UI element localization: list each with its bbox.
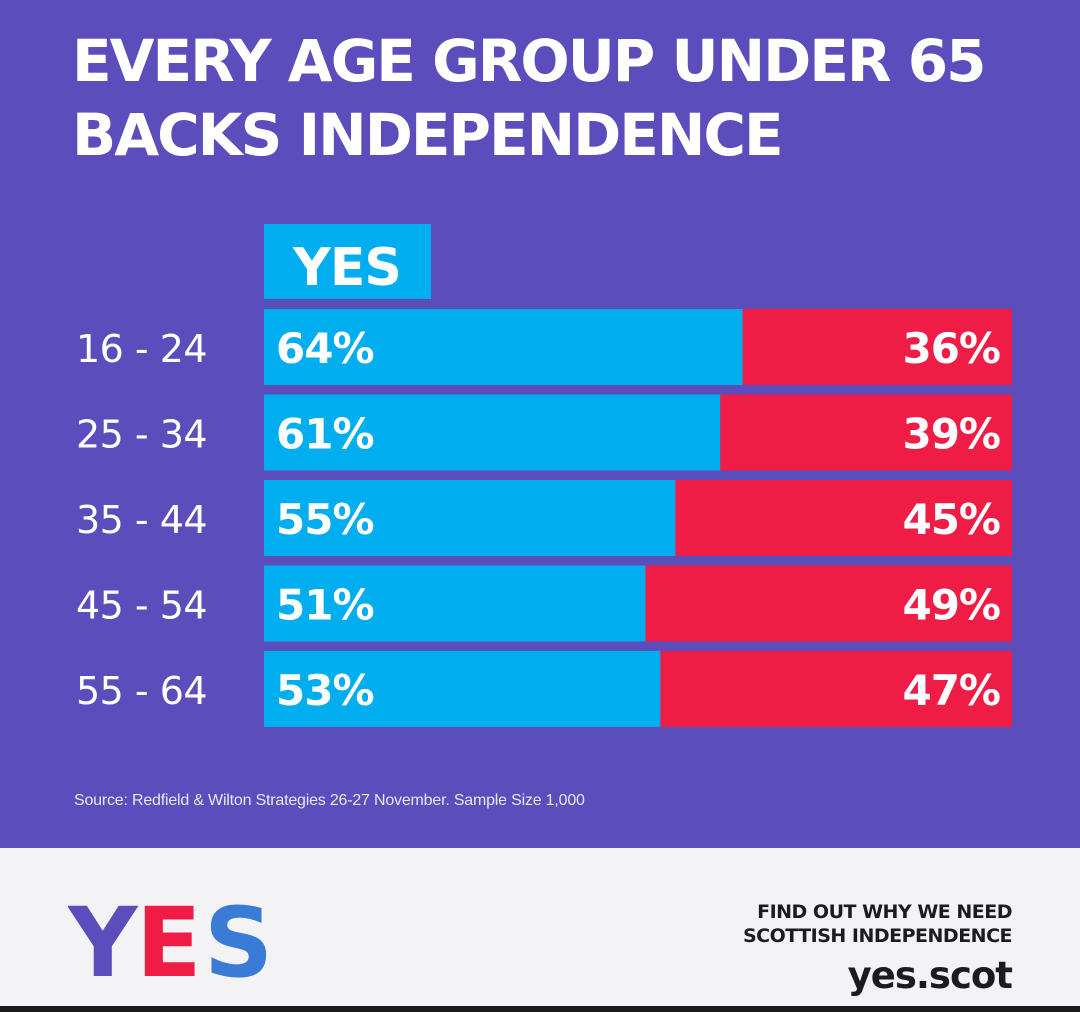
- category-label: 25 - 34: [76, 413, 207, 457]
- cta-line-2: SCOTTISH INDEPENDENCE: [742, 925, 1013, 947]
- bar-yes: [264, 565, 646, 642]
- category-label: 16 - 24: [76, 327, 207, 371]
- bar-no: [675, 480, 1012, 556]
- bar-yes: [264, 309, 743, 385]
- bar-no: [645, 565, 1012, 642]
- bar-no: [720, 394, 1012, 471]
- yes-value-label: 61%: [276, 410, 374, 459]
- no-value-label: 47%: [902, 666, 1000, 715]
- yes-logo: Y E S: [68, 892, 273, 988]
- legend-yes-label: YES: [292, 238, 401, 298]
- call-to-action: FIND OUT WHY WE NEED SCOTTISH INDEPENDEN…: [742, 900, 1013, 1000]
- bar-yes: [264, 651, 661, 727]
- website-link[interactable]: yes.scot: [847, 954, 1013, 997]
- logo-letter-y: Y: [68, 892, 139, 988]
- yes-value-label: 55%: [276, 495, 374, 544]
- cta-line-1: FIND OUT WHY WE NEED: [757, 901, 1012, 923]
- no-value-label: 45%: [902, 495, 1000, 544]
- bar-no: [742, 309, 1012, 385]
- logo-letter-e: E: [136, 892, 202, 988]
- no-value-label: 36%: [902, 324, 1000, 373]
- bar-yes: [264, 394, 721, 471]
- logo-letter-s: S: [204, 892, 273, 988]
- source-note: Source: Redfield & Wilton Strategies 26-…: [74, 792, 585, 809]
- yes-value-label: 53%: [276, 666, 374, 715]
- headline: EVERY AGE GROUP UNDER 65 BACKS INDEPENDE…: [72, 27, 986, 169]
- bar-no: [660, 651, 1012, 727]
- legend-yes-box: [264, 224, 431, 299]
- stacked-bar-chart: YES 16 - 24 64% 36% 25 - 34 61% 39% 35 - 44 55% 4…: [76, 224, 1012, 727]
- category-label: 55 - 64: [76, 669, 207, 713]
- category-label: 45 - 54: [76, 584, 207, 628]
- yes-value-label: 51%: [276, 581, 374, 630]
- yes-value-label: 64%: [276, 324, 374, 373]
- footer: [0, 848, 1080, 1012]
- category-label: 35 - 44: [76, 498, 207, 542]
- no-value-label: 39%: [902, 410, 1000, 459]
- no-value-label: 49%: [902, 581, 1000, 630]
- bar-yes: [264, 480, 676, 556]
- bottom-edge: [0, 1006, 1080, 1012]
